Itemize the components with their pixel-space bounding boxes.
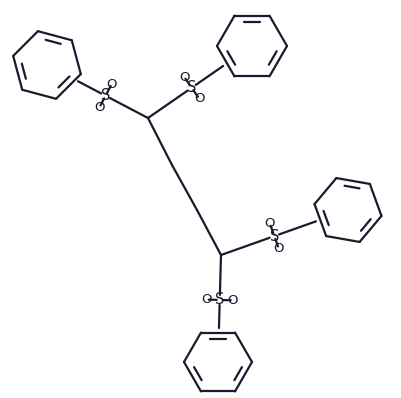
Text: S: S [186, 80, 196, 95]
Text: O: O [106, 78, 117, 91]
Text: S: S [215, 293, 224, 307]
Text: O: O [273, 242, 283, 255]
Text: S: S [269, 228, 278, 244]
Text: S: S [101, 88, 110, 103]
Text: O: O [178, 70, 189, 84]
Text: O: O [193, 92, 204, 105]
Text: O: O [227, 294, 237, 307]
Text: O: O [264, 217, 275, 230]
Text: O: O [94, 101, 105, 114]
Text: O: O [201, 293, 211, 306]
